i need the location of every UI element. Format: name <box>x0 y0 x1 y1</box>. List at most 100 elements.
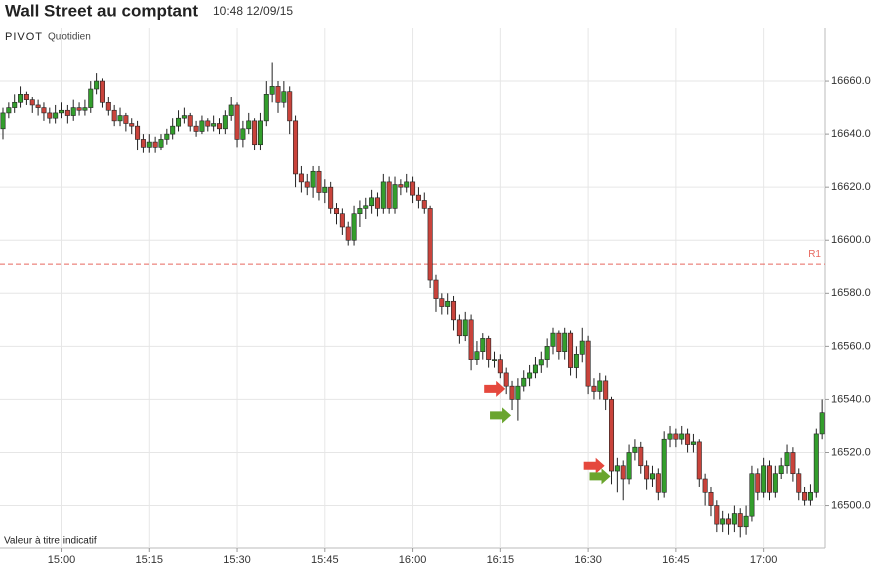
candle-body <box>474 351 480 360</box>
candle-body <box>755 473 761 493</box>
candle-body <box>579 340 585 355</box>
candle-body <box>556 332 562 352</box>
candle-body <box>649 473 655 480</box>
candle-body <box>644 465 650 480</box>
candle-body <box>743 515 749 528</box>
candle-body <box>790 452 796 475</box>
candle-body <box>433 279 439 299</box>
candle-body <box>18 94 24 103</box>
candle-body <box>456 319 462 337</box>
candle-body <box>673 433 679 440</box>
candle-body <box>550 332 556 347</box>
candle-body <box>527 372 533 379</box>
candle-body <box>369 197 375 207</box>
candle-body <box>778 465 784 475</box>
candle-body <box>293 120 299 175</box>
candle-body <box>158 139 164 148</box>
candle-body <box>714 505 720 525</box>
candle-body <box>690 441 696 445</box>
candle-body <box>480 338 486 352</box>
candle-body <box>47 112 53 119</box>
candle-body <box>357 208 363 215</box>
candle-body <box>462 319 468 337</box>
candle-body <box>41 107 47 114</box>
candle-body <box>234 104 240 140</box>
y-tick-label: 16500.0 <box>831 499 871 511</box>
candle-body <box>802 491 808 501</box>
candle-body <box>64 109 70 116</box>
candle-body <box>609 399 615 472</box>
candle-body <box>146 141 152 148</box>
candle-body <box>538 359 544 366</box>
candle-body <box>532 364 538 374</box>
y-tick-label: 16660.0 <box>831 75 871 87</box>
candle-body <box>497 359 503 374</box>
candle-body <box>415 194 421 201</box>
candle-body <box>287 91 293 122</box>
candle-body <box>439 298 445 307</box>
candle-body <box>591 385 597 392</box>
candle-body <box>620 465 626 480</box>
candle-body <box>702 478 708 493</box>
candle-body <box>228 104 234 116</box>
candle-body <box>205 120 211 127</box>
candle-body <box>193 125 199 132</box>
candle-body <box>117 115 123 122</box>
candle-body <box>316 170 322 193</box>
candle-body <box>29 99 35 106</box>
candle-body <box>626 452 632 480</box>
signal-arrow <box>583 457 605 474</box>
candle-body <box>328 186 334 209</box>
candle-body <box>216 123 222 130</box>
candle-body <box>334 208 340 215</box>
candle-body <box>468 319 474 360</box>
candle-body <box>363 205 369 209</box>
period: Quotidien <box>48 32 91 43</box>
candle-body <box>211 123 217 127</box>
y-tick-label: 16640.0 <box>831 128 871 140</box>
candle-body <box>310 170 316 188</box>
candle-body <box>170 125 176 135</box>
y-tick-label: 16600.0 <box>831 234 871 246</box>
x-tick-label: 16:00 <box>399 554 427 566</box>
candle-body <box>807 491 813 501</box>
indicator: PIVOT <box>5 31 43 43</box>
candle-body <box>269 86 275 95</box>
candle-body <box>720 518 726 525</box>
signal-arrow <box>490 407 512 424</box>
candle-body <box>486 338 492 360</box>
candle-body <box>164 133 170 140</box>
candle-body <box>614 465 620 472</box>
candle-body <box>135 125 141 140</box>
candle-body <box>0 112 6 130</box>
candle-body <box>603 380 609 400</box>
y-tick-label: 16620.0 <box>831 181 871 193</box>
candle-body <box>304 181 310 188</box>
candle-body <box>726 518 732 525</box>
candle-body <box>23 94 29 100</box>
x-tick-label: 16:15 <box>487 554 515 566</box>
signal-arrow <box>589 468 611 485</box>
candle-body <box>544 346 550 360</box>
candle-body <box>176 117 182 127</box>
candle-body <box>380 181 386 209</box>
candle-body <box>661 438 667 493</box>
candle-body <box>345 226 351 241</box>
candle-body <box>696 441 702 480</box>
candle-body <box>322 186 328 193</box>
candle-body <box>129 123 135 127</box>
candle-body <box>246 120 252 130</box>
candle-body <box>339 213 345 228</box>
candle-body <box>708 491 714 506</box>
y-tick-label: 16520.0 <box>831 446 871 458</box>
candle-body <box>99 80 105 103</box>
candle-body <box>503 372 509 387</box>
candle-body <box>573 354 579 368</box>
y-tick-label: 16540.0 <box>831 393 871 405</box>
candle-body <box>88 88 94 108</box>
candle-body <box>59 109 65 114</box>
candle-body <box>398 184 404 188</box>
candle-body <box>252 120 258 146</box>
x-tick-label: 16:45 <box>662 554 690 566</box>
